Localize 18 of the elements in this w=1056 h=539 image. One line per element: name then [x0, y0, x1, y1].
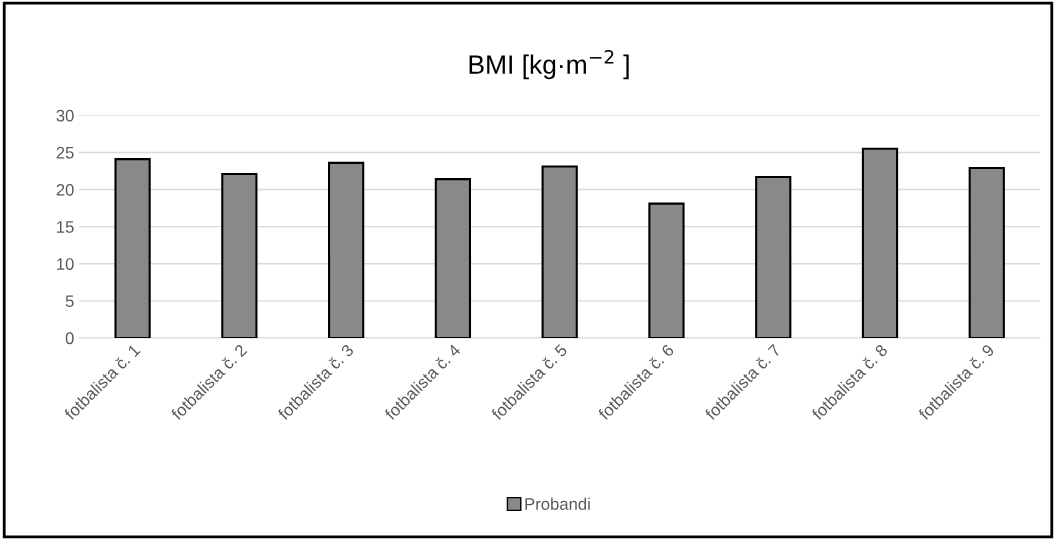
bar — [434, 178, 472, 338]
y-tick-label: 0 — [65, 332, 74, 345]
y-tick-label: 10 — [57, 258, 74, 270]
bar — [114, 158, 151, 338]
bar — [328, 161, 365, 338]
y-tick-label: 30 — [56, 109, 74, 122]
bar — [221, 172, 258, 338]
y-tick-label: 5 — [65, 295, 74, 308]
bar — [541, 165, 578, 338]
y-tick-label: 15 — [57, 221, 74, 233]
y-tick-label: 25 — [56, 146, 74, 159]
bar — [755, 175, 792, 338]
bar — [648, 202, 685, 338]
chart-title: BMI [kg·m$^{−2}$ ] — [469, 49, 629, 80]
y-tick-label: 20 — [56, 183, 74, 196]
legend-label: Probandi — [525, 497, 590, 510]
bar — [968, 166, 1005, 338]
bar — [861, 147, 899, 338]
